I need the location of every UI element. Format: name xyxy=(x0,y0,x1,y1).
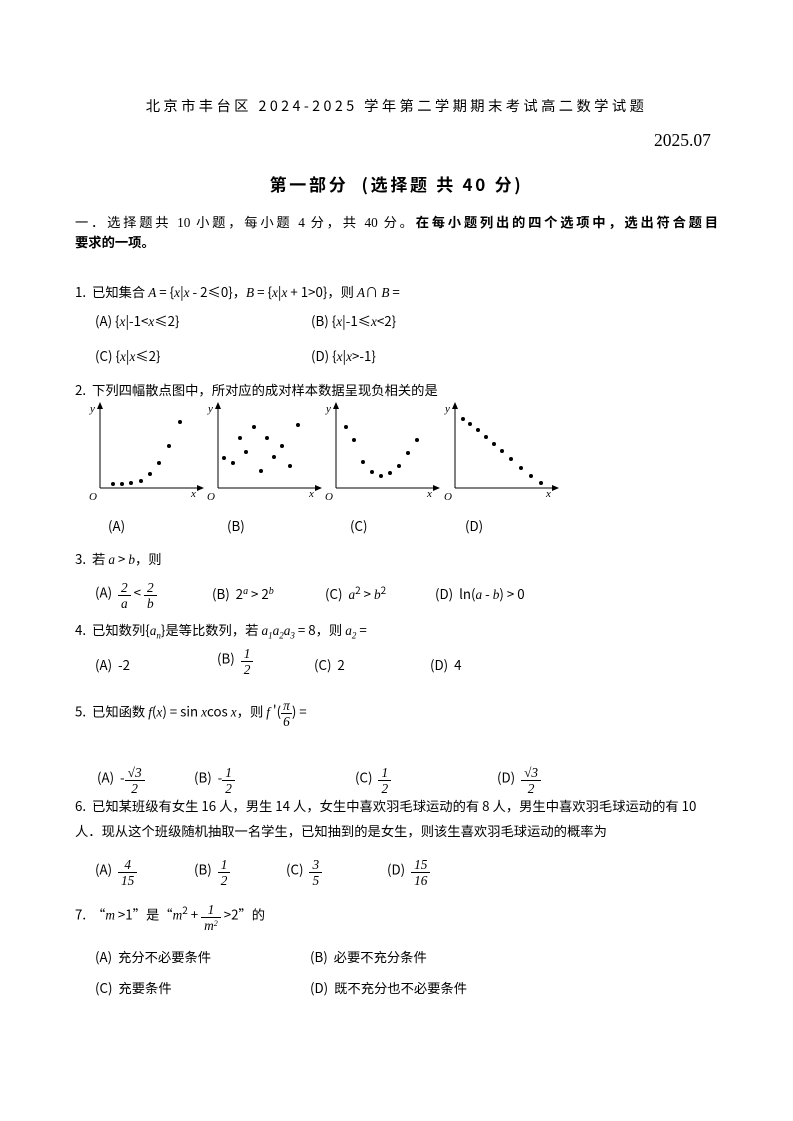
svg-text:y: y xyxy=(89,403,95,415)
svg-text:x: x xyxy=(308,488,314,500)
svg-text:O: O xyxy=(207,491,215,503)
svg-text:y: y xyxy=(444,403,450,415)
svg-text:y: y xyxy=(325,403,331,415)
svg-text:x: x xyxy=(426,488,432,500)
svg-text:O: O xyxy=(444,491,452,503)
svg-text:O: O xyxy=(325,491,333,503)
svg-text:x: x xyxy=(190,488,196,500)
svg-text:x: x xyxy=(545,488,551,500)
svg-text:O: O xyxy=(89,491,97,503)
svg-text:y: y xyxy=(207,403,213,415)
